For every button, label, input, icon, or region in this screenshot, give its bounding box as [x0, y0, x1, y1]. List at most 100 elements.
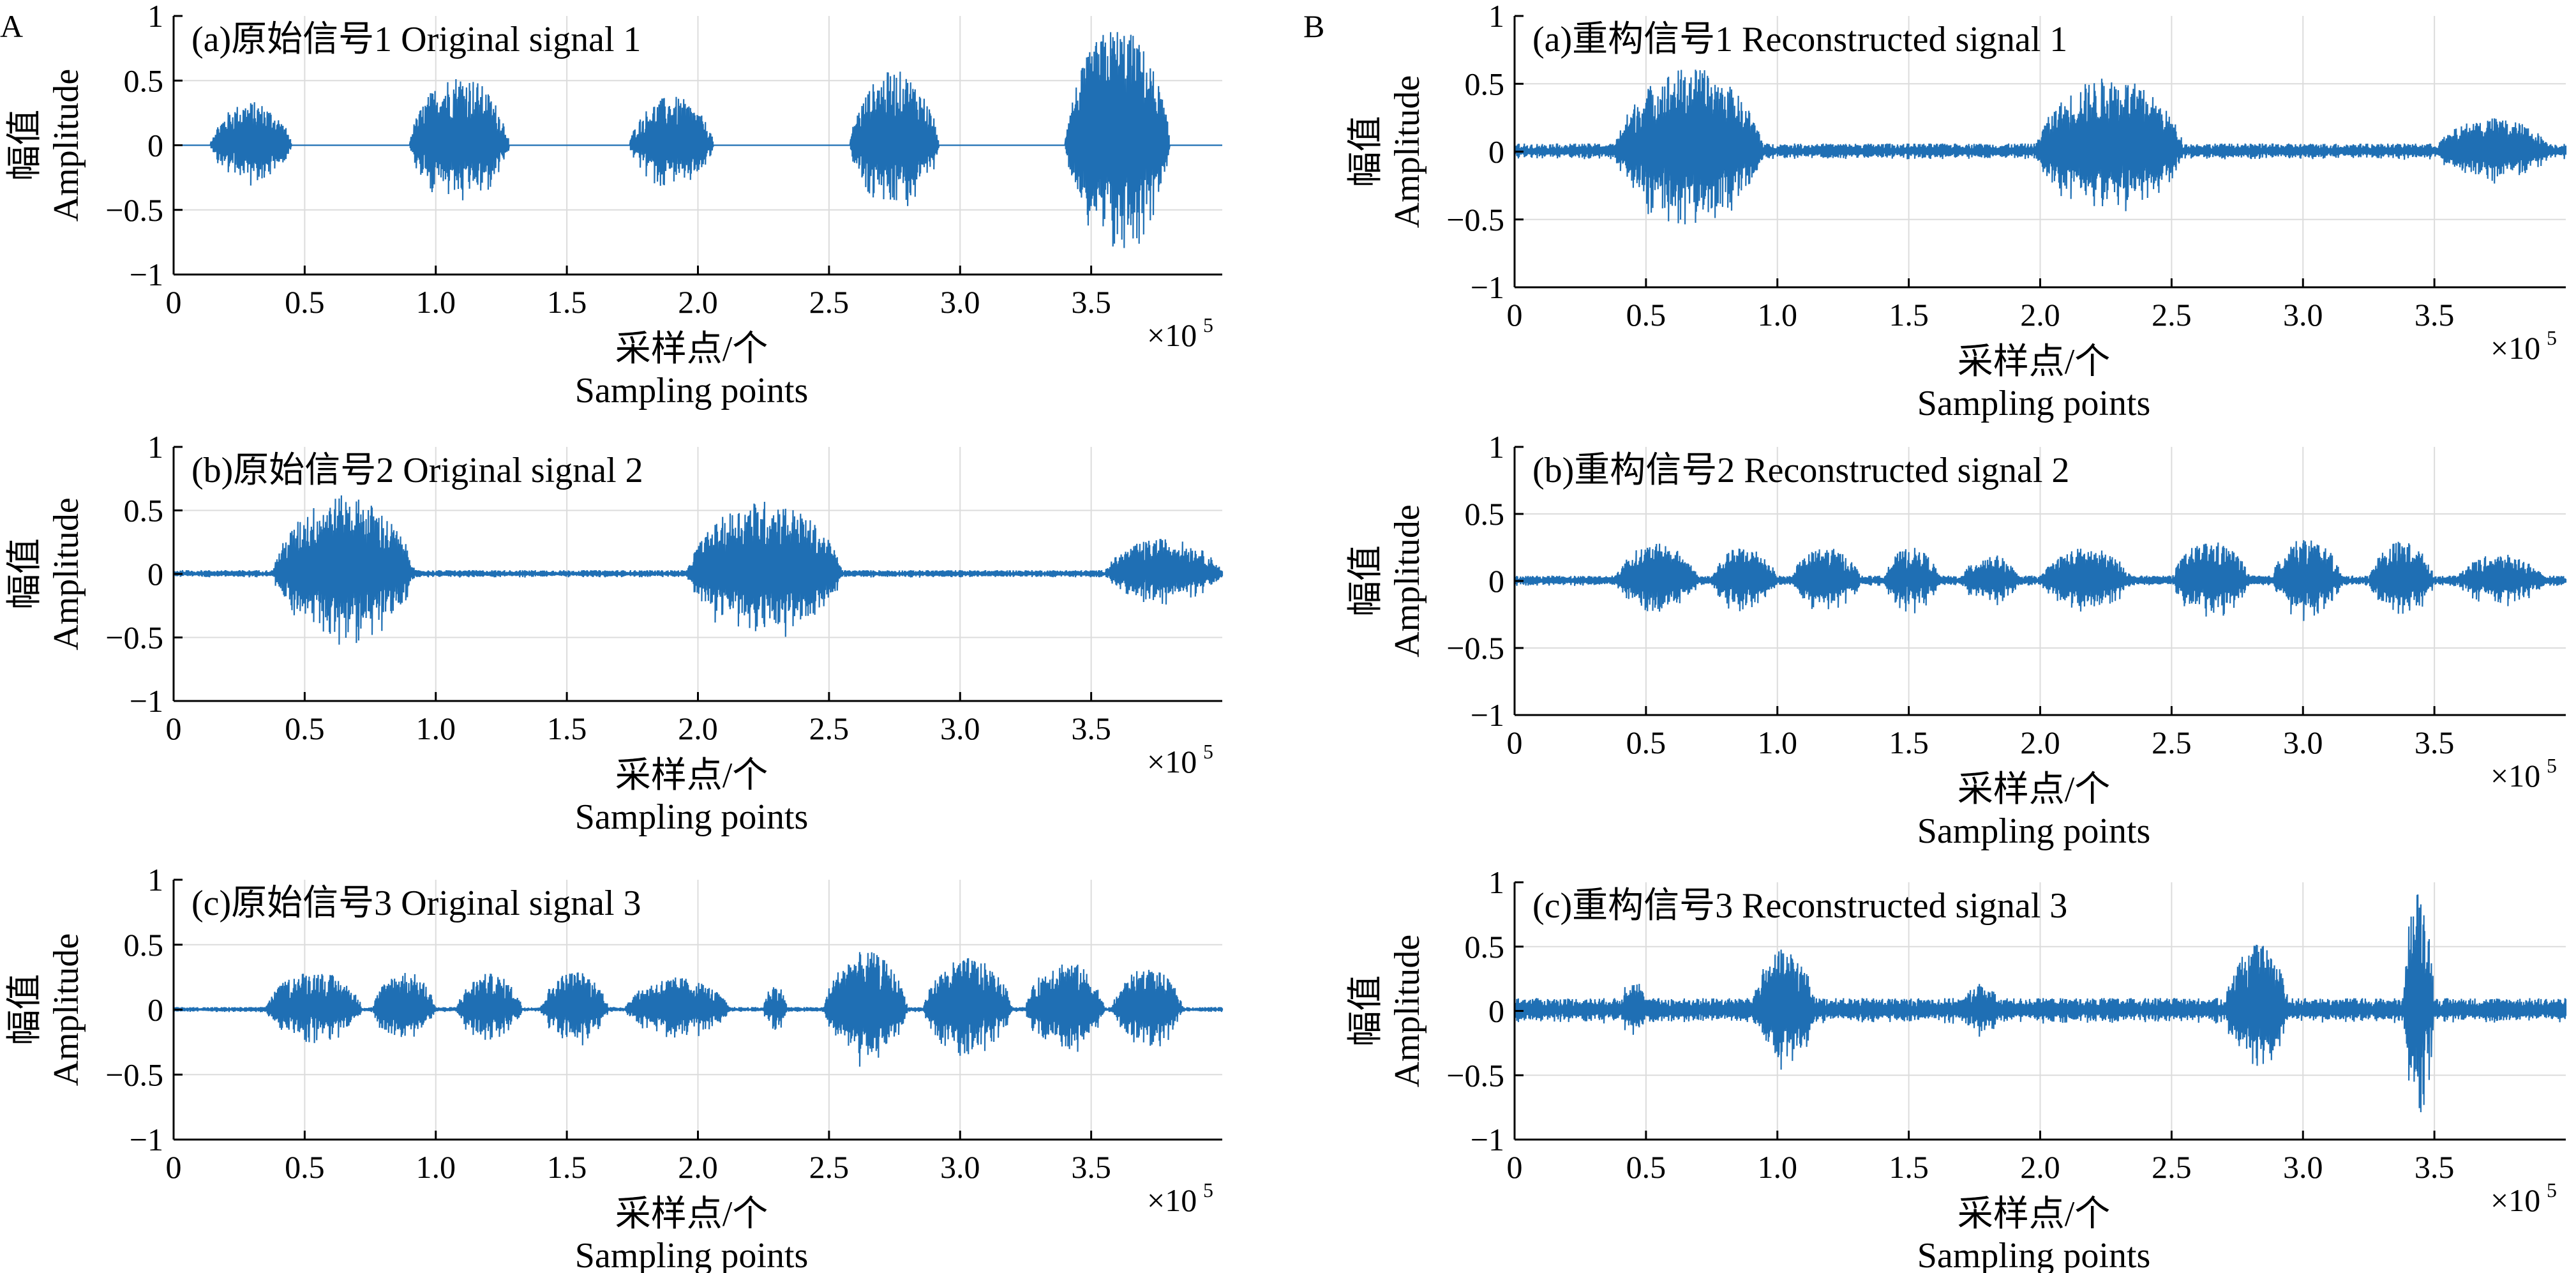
y-tick-label: −1	[1471, 269, 1504, 305]
x-tick-label: 3.5	[1071, 284, 1111, 320]
chart-2: 0 0.5 1.0 1.5 2.0 2.5 3.0 3.5 −1 −0.5 0 0.5 1 (b)原始信号…	[5, 429, 1224, 837]
x-tick-label: 1.0	[1758, 725, 1798, 760]
x-axis-label-en: Sampling points	[575, 797, 809, 837]
x-tick-label: 3.5	[1071, 711, 1111, 746]
x-axis-label-zh: 采样点/个	[615, 756, 768, 795]
x-axis-multiplier: ×10	[1147, 317, 1197, 353]
y-axis-label-en: Amplitude	[1388, 504, 1427, 658]
y-tick-label: −0.5	[105, 620, 163, 656]
y-tick-label: 1	[1488, 429, 1504, 465]
chart-title: (b)原始信号2 Original signal 2	[191, 451, 643, 490]
x-axis-multiplier: ×10	[1147, 744, 1197, 780]
y-axis-label-zh: 幅值	[1346, 975, 1386, 1047]
x-axis-multiplier-exponent: 5	[1203, 740, 1213, 763]
y-axis-label-zh: 幅值	[1346, 545, 1386, 617]
x-tick-label: 1.0	[416, 711, 456, 746]
y-tick-label: 1	[1488, 0, 1504, 34]
x-tick-label: 1.5	[1889, 725, 1929, 760]
x-tick-label: 2.5	[2152, 1149, 2192, 1185]
y-axis-label-zh: 幅值	[5, 974, 45, 1046]
x-axis-label-zh: 采样点/个	[1958, 1194, 2111, 1234]
y-tick-label: 1	[1488, 864, 1504, 900]
y-tick-label: 1	[147, 429, 163, 465]
chart-5: 0 0.5 1.0 1.5 2.0 2.5 3.0 3.5 −1 −0.5 0 0.5 1 (b)重构信号…	[1346, 429, 2567, 851]
y-tick-label: 0.5	[1465, 496, 1505, 532]
x-axis-label-en: Sampling points	[1917, 811, 2151, 851]
x-tick-label: 0.5	[1626, 297, 1666, 333]
x-tick-label: 3.5	[2415, 297, 2455, 333]
x-axis-multiplier: ×10	[1147, 1182, 1197, 1218]
chart-3: 0 0.5 1.0 1.5 2.0 2.5 3.0 3.5 −1 −0.5 0 0.5 1 (c)原始信号…	[5, 862, 1224, 1273]
x-tick-label: 0	[166, 284, 182, 320]
signal-waveform	[1513, 894, 2567, 1113]
x-tick-label: 0.5	[285, 284, 325, 320]
x-tick-label: 2.0	[2020, 725, 2060, 760]
chart-title: (a)重构信号1 Reconstructed signal 1	[1532, 20, 2067, 59]
x-tick-label: 2.5	[809, 711, 850, 746]
x-tick-label: 2.0	[678, 284, 718, 320]
y-tick-label: −1	[130, 1122, 163, 1157]
y-tick-label: −0.5	[105, 192, 163, 228]
chart-1: 0 0.5 1.0 1.5 2.0 2.5 3.0 3.5 −1 −0.5 0 0.5 1 (a)原始信号…	[5, 0, 1222, 411]
x-tick-label: 0.5	[1626, 1149, 1666, 1185]
x-tick-label: 3.5	[2415, 1149, 2455, 1185]
x-axis-multiplier-exponent: 5	[1203, 313, 1213, 336]
y-axis-label-zh: 幅值	[1346, 116, 1386, 188]
x-tick-label: 0	[166, 711, 182, 746]
x-tick-label: 1.0	[1758, 1149, 1798, 1185]
x-tick-label: 1.5	[547, 1149, 587, 1185]
x-axis-label-en: Sampling points	[575, 371, 809, 411]
x-axis-multiplier: ×10	[2490, 1182, 2540, 1218]
x-tick-label: 0.5	[1626, 725, 1666, 760]
x-axis-label-zh: 采样点/个	[1958, 342, 2111, 382]
signal-waveform	[1513, 540, 2567, 621]
x-axis-multiplier: ×10	[2490, 330, 2540, 366]
y-tick-label: −1	[130, 683, 163, 719]
x-tick-label: 0	[1507, 297, 1523, 333]
x-tick-label: 1.0	[416, 1149, 456, 1185]
x-tick-label: 1.0	[1758, 297, 1798, 333]
x-tick-label: 0	[166, 1149, 182, 1185]
charts-group: 0 0.5 1.0 1.5 2.0 2.5 3.0 3.5 −1 −0.5 0 0.5 1 (a)原始信号…	[5, 0, 2567, 1273]
x-tick-label: 3.5	[2415, 725, 2455, 760]
chart-title: (b)重构信号2 Reconstructed signal 2	[1532, 451, 2069, 490]
x-axis-multiplier: ×10	[2490, 758, 2540, 794]
y-tick-label: −0.5	[1446, 630, 1504, 666]
chart-title: (a)原始信号1 Original signal 1	[191, 20, 641, 59]
x-tick-label: 1.5	[1889, 297, 1929, 333]
x-tick-label: 2.0	[678, 711, 718, 746]
y-tick-label: −0.5	[1446, 1057, 1504, 1093]
x-axis-label-zh: 采样点/个	[1958, 770, 2111, 810]
x-tick-label: 1.5	[1889, 1149, 1929, 1185]
x-tick-label: 2.0	[2020, 1149, 2060, 1185]
signal-waveform	[1513, 70, 2567, 225]
x-tick-label: 1.5	[547, 284, 587, 320]
x-tick-label: 0.5	[285, 711, 325, 746]
x-axis-multiplier-exponent: 5	[2547, 754, 2557, 777]
x-axis-label-en: Sampling points	[1917, 1236, 2151, 1273]
panel-label-b: B	[1303, 8, 1324, 44]
chart-4: 0 0.5 1.0 1.5 2.0 2.5 3.0 3.5 −1 −0.5 0 0.5 1 (a)重构信号…	[1346, 0, 2567, 423]
signal-waveform	[174, 32, 1222, 248]
x-tick-label: 2.5	[809, 284, 850, 320]
x-tick-label: 2.5	[809, 1149, 850, 1185]
chart-6: 0 0.5 1.0 1.5 2.0 2.5 3.0 3.5 −1 −0.5 0 0.5 1 (c)重构信号…	[1346, 864, 2567, 1273]
y-tick-label: −0.5	[1446, 202, 1504, 237]
x-axis-label-en: Sampling points	[575, 1236, 809, 1273]
y-axis-label-en: Amplitude	[47, 497, 86, 651]
y-tick-label: 0	[147, 128, 163, 163]
x-axis-multiplier-exponent: 5	[2547, 1179, 2557, 1201]
x-tick-label: 2.0	[2020, 297, 2060, 333]
x-tick-label: 1.5	[547, 711, 587, 746]
x-tick-label: 2.5	[2152, 725, 2192, 760]
y-tick-label: 0.5	[124, 493, 164, 529]
y-axis-label-en: Amplitude	[47, 69, 86, 222]
x-tick-label: 1.0	[416, 284, 456, 320]
x-axis-multiplier-exponent: 5	[2547, 326, 2557, 349]
x-tick-label: 0	[1507, 725, 1523, 760]
x-tick-label: 3.0	[940, 1149, 980, 1185]
x-axis-multiplier-exponent: 5	[1203, 1179, 1213, 1201]
x-tick-label: 3.0	[2283, 1149, 2323, 1185]
